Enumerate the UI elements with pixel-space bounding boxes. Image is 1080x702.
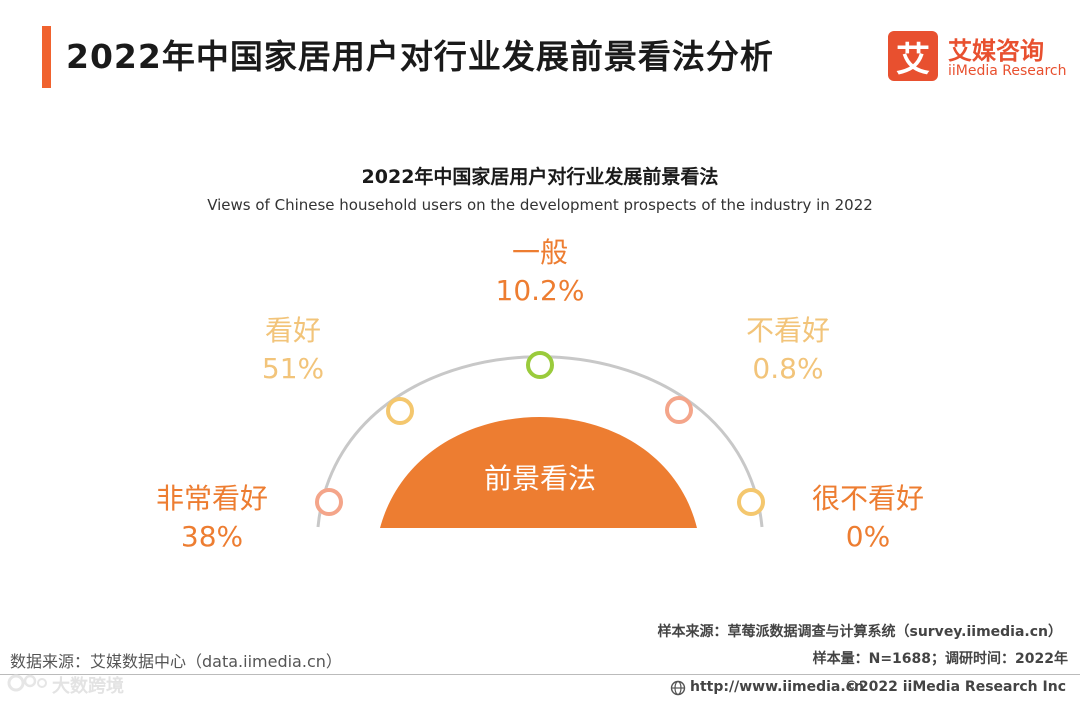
sample-source-note: 样本来源：草莓派数据调查与计算系统（survey.iimedia.cn） [657, 624, 1062, 640]
value-neutral: 10.2% [496, 274, 585, 307]
footer-copyright: ©2022 iiMedia Research Inc [844, 679, 1066, 695]
center-half-disc [380, 417, 697, 528]
data-source-note: 数据来源：艾媒数据中心（data.iimedia.cn） [10, 652, 342, 671]
value-optimistic: 51% [262, 352, 324, 385]
globe-icon [670, 680, 686, 696]
watermark-text: 大数跨境 [52, 676, 124, 697]
marker-very-optimistic [315, 488, 343, 516]
page-title: 2022年中国家居用户对行业发展前景看法分析 [66, 37, 774, 76]
center-label: 前景看法 [484, 462, 596, 495]
brand-logo: 艾 艾媒咨询 iiMedia Research [888, 31, 1068, 83]
value-very-optimistic: 38% [181, 520, 243, 553]
logo-name-en: iiMedia Research [948, 63, 1067, 79]
watermark-logo-icon [7, 674, 47, 692]
label-very-optimistic: 非常看好 [156, 482, 268, 515]
label-neutral: 一般 [512, 236, 568, 269]
marker-very-pessimistic [737, 488, 765, 516]
chart-subtitle: Views of Chinese household users on the … [207, 196, 873, 214]
title-accent-bar [42, 26, 51, 88]
value-very-pessimistic: 0% [846, 520, 890, 553]
logo-name-cn: 艾媒咨询 [948, 37, 1044, 65]
label-very-pessimistic: 很不看好 [812, 482, 924, 515]
chart-title: 2022年中国家居用户对行业发展前景看法 [361, 166, 719, 188]
marker-pessimistic [665, 396, 693, 424]
footer-divider [0, 674, 1080, 675]
footer-url-link[interactable]: http://www.iimedia.cn [690, 679, 864, 695]
value-pessimistic: 0.8% [752, 352, 823, 385]
marker-neutral [526, 351, 554, 379]
sample-size-note: 样本量：N=1688；调研时间：2022年 [812, 651, 1068, 667]
label-pessimistic: 不看好 [746, 314, 830, 347]
marker-optimistic [386, 397, 414, 425]
logo-icon: 艾 [888, 31, 938, 81]
label-optimistic: 看好 [265, 314, 321, 347]
